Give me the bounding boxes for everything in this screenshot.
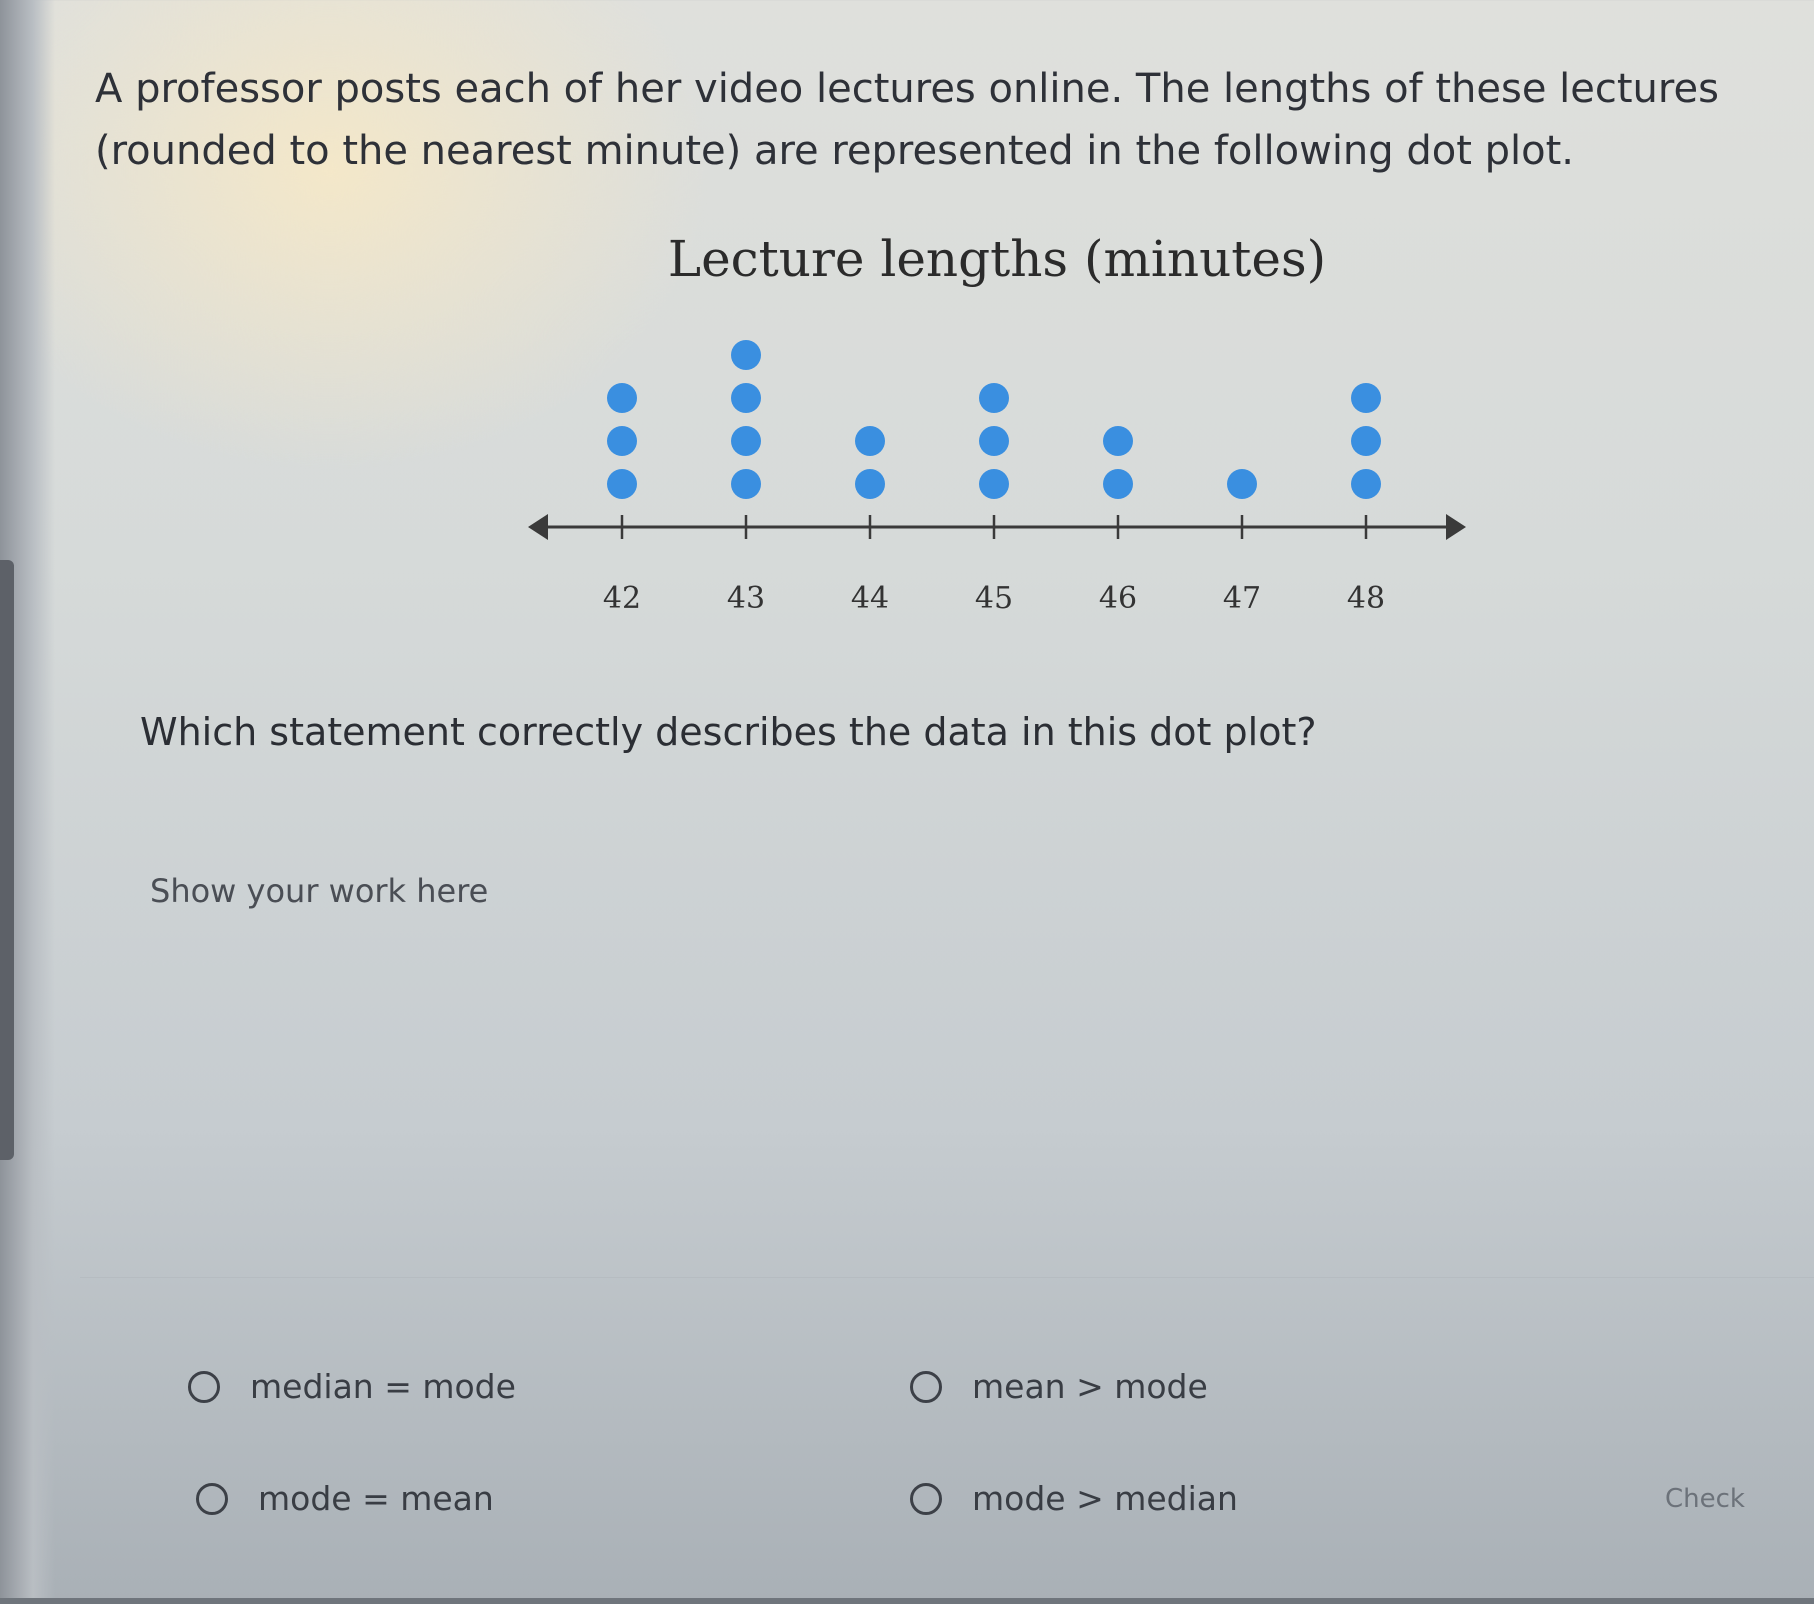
data-dot: [1351, 469, 1381, 499]
tick-label: 42: [603, 581, 641, 616]
data-dot: [731, 426, 761, 456]
data-dot: [855, 469, 885, 499]
data-dot: [607, 426, 637, 456]
data-dot: [855, 426, 885, 456]
option-label: mode = mean: [258, 1479, 494, 1518]
dot-plot: 42 43 44 45 46 47 48: [528, 340, 1466, 616]
radio-button[interactable]: [910, 1482, 942, 1515]
data-dot: [1103, 426, 1133, 456]
chart-title: Lecture lengths (minutes): [667, 230, 1327, 288]
option-mode-equals-mean[interactable]: mode = mean: [196, 1479, 494, 1518]
question-intro-line-1: A professor posts each of her video lect…: [95, 66, 1719, 112]
check-button[interactable]: Check: [1665, 1484, 1745, 1514]
tick-label: 46: [1099, 581, 1137, 616]
data-dot: [979, 426, 1009, 456]
left-arrow-icon: [528, 514, 548, 540]
data-dot: [607, 383, 637, 413]
data-dot: [731, 469, 761, 499]
tick-label: 43: [727, 581, 765, 616]
data-dot: [1103, 469, 1133, 499]
option-label: median = mode: [250, 1367, 516, 1406]
data-dot: [1351, 426, 1381, 456]
tick-label: 45: [975, 581, 1013, 616]
option-mean-greater-mode[interactable]: mean > mode: [910, 1367, 1208, 1406]
data-dot: [1227, 469, 1257, 499]
data-dot: [607, 469, 637, 499]
tick-label: 48: [1347, 581, 1385, 616]
data-dot: [731, 340, 761, 370]
left-scroll-bar[interactable]: [0, 560, 14, 1160]
data-dot: [731, 383, 761, 413]
data-dot: [1351, 383, 1381, 413]
radio-button[interactable]: [188, 1370, 220, 1403]
option-label: mode > median: [972, 1479, 1238, 1518]
right-arrow-icon: [1446, 514, 1466, 540]
radio-button[interactable]: [196, 1482, 228, 1515]
screen-edge-bottom: [0, 1598, 1814, 1604]
question-prompt: Which statement correctly describes the …: [140, 710, 1317, 754]
option-label: mean > mode: [972, 1367, 1208, 1406]
radio-button[interactable]: [910, 1370, 942, 1403]
data-dot: [979, 383, 1009, 413]
option-mode-greater-median[interactable]: mode > median: [910, 1479, 1238, 1518]
tick-label: 44: [851, 581, 889, 616]
data-dot: [979, 469, 1009, 499]
work-area[interactable]: [140, 930, 1780, 1260]
tick-label: 47: [1223, 581, 1261, 616]
work-area-label: Show your work here: [150, 872, 489, 910]
divider: [80, 1277, 1814, 1278]
option-median-equals-mode[interactable]: median = mode: [188, 1367, 516, 1406]
question-intro-line-2: (rounded to the nearest minute) are repr…: [95, 128, 1575, 174]
